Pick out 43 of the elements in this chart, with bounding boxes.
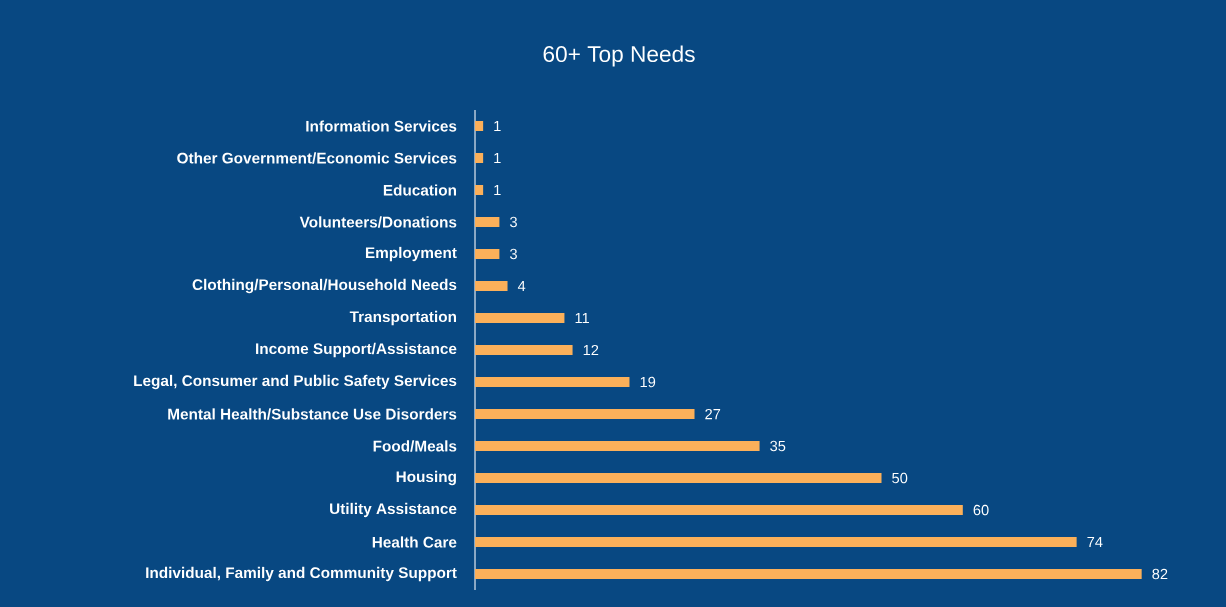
data-label: 1 xyxy=(494,120,501,132)
y-tick-label: Employment xyxy=(365,246,457,262)
data-label: 50 xyxy=(892,472,908,484)
data-label: 74 xyxy=(1087,536,1103,548)
y-tick-label: Food/Meals xyxy=(373,440,457,452)
data-label: 82 xyxy=(1152,568,1168,580)
bar xyxy=(475,217,500,227)
data-label: 11 xyxy=(575,312,589,324)
y-tick-label: Income Support/Assistance xyxy=(256,342,457,358)
y-tick-label: Legal, Consumer and Public Safety Services xyxy=(134,374,457,390)
y-tick-label: Information Services xyxy=(306,120,457,132)
bar xyxy=(475,505,963,516)
y-tick-label: Individual, Family and Community Support xyxy=(146,566,457,582)
bar xyxy=(475,409,695,420)
bar xyxy=(475,313,565,323)
data-label: 1 xyxy=(494,152,501,164)
bar xyxy=(475,441,760,452)
bar xyxy=(475,537,1077,548)
data-label: 35 xyxy=(770,440,786,452)
y-tick-label: Volunteers/Donations xyxy=(299,216,457,228)
bar xyxy=(475,249,500,259)
y-tick-label: Utility Assistance xyxy=(330,502,457,518)
data-label: 12 xyxy=(583,344,599,356)
y-tick-label: Clothing/Personal/Household Needs xyxy=(192,278,457,294)
y-tick-label: Education xyxy=(383,184,456,196)
y-tick-label: Health Care xyxy=(372,536,457,548)
data-label: 1 xyxy=(494,184,501,196)
bar xyxy=(475,473,882,484)
data-label: 3 xyxy=(510,216,517,228)
data-label: 3 xyxy=(510,248,517,260)
bar xyxy=(475,345,573,355)
chart-title: 60+ Top Needs xyxy=(543,45,695,67)
y-tick-label: Other Government/Economic Services xyxy=(177,152,457,164)
y-tick-label: Housing xyxy=(396,470,456,486)
y-tick-label: Mental Health/Substance Use Disorders xyxy=(168,408,457,420)
bar xyxy=(475,569,1142,580)
bar xyxy=(475,281,508,291)
data-label: 60 xyxy=(973,504,989,516)
bar xyxy=(475,377,630,388)
data-label: 19 xyxy=(640,376,656,388)
y-tick-label: Transportation xyxy=(349,310,457,326)
data-label: 27 xyxy=(705,408,721,420)
data-label: 4 xyxy=(517,280,526,292)
